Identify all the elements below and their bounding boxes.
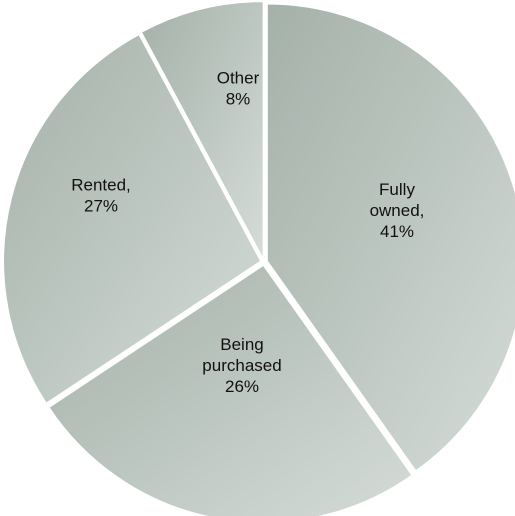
pie-slice-label: Fully owned, 41% bbox=[370, 180, 425, 241]
pie-slice-label-line: 41% bbox=[380, 222, 414, 241]
pie-slice-label-line: owned, bbox=[370, 201, 425, 220]
pie-slice-label-line: Other bbox=[217, 69, 260, 88]
pie-slice bbox=[3, 34, 262, 404]
pie-slice-label-line: purchased bbox=[202, 356, 281, 375]
pie-slice-label-line: 26% bbox=[225, 377, 259, 396]
pie-slice-label: Being purchased 26% bbox=[202, 335, 281, 396]
pie-slice bbox=[266, 3, 515, 472]
pie-slice-label: Other 8% bbox=[217, 69, 260, 109]
pie-slice-label-line: Fully bbox=[379, 180, 415, 199]
pie-slice-label-line: 8% bbox=[226, 90, 251, 109]
slices-layer bbox=[3, 1, 515, 516]
labels-layer: Fully owned, 41% Being purchased 26% Rented, 27… bbox=[71, 69, 424, 397]
pie-slice-label-line: Being bbox=[220, 335, 263, 354]
pie-slice-label-line: Rented, bbox=[71, 176, 131, 195]
pie-slice-label: Rented, 27% bbox=[71, 176, 131, 216]
pie-slice bbox=[140, 1, 264, 259]
pie-slice bbox=[48, 264, 413, 516]
pie-slice-label-line: 27% bbox=[84, 197, 118, 216]
